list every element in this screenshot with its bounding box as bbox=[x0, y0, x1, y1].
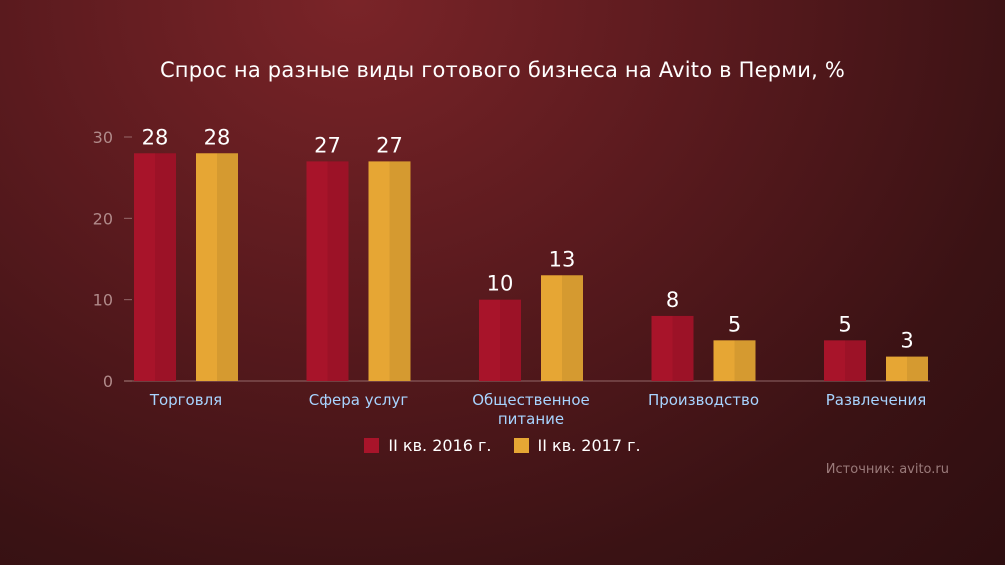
labels-layer: 28 28 Торговля 27 27 Сфера услуг 10 13 Обществен… bbox=[142, 125, 927, 428]
bar bbox=[713, 340, 756, 381]
legend-label-series1: II кв. 2016 г. bbox=[388, 436, 492, 455]
y-tick-label: 20 bbox=[93, 209, 113, 228]
legend-item-series2: II кв. 2017 г. bbox=[513, 436, 641, 455]
bar-value-label: 10 bbox=[487, 272, 514, 296]
bar-shade bbox=[845, 340, 866, 381]
bar-value-label: 28 bbox=[204, 125, 231, 149]
y-tick-label: 30 bbox=[93, 128, 113, 147]
bar-value-label: 27 bbox=[376, 133, 403, 157]
category-label: питание bbox=[498, 410, 564, 428]
bar-value-label: 27 bbox=[314, 133, 341, 157]
category-label: Производство bbox=[648, 391, 759, 409]
bar-shade bbox=[734, 340, 756, 381]
bar-shade bbox=[562, 275, 583, 381]
bar-value-label: 8 bbox=[666, 288, 679, 312]
bar-value-label: 13 bbox=[549, 247, 576, 271]
bar-shade bbox=[327, 161, 349, 381]
source-note: Источник: avito.ru bbox=[825, 462, 949, 477]
bar bbox=[306, 161, 349, 381]
bar-shade bbox=[907, 356, 928, 381]
bar-shade bbox=[389, 161, 411, 381]
legend-swatch-series2 bbox=[513, 438, 529, 453]
category-label: Общественное bbox=[472, 391, 590, 409]
chart-title: Спрос на разные виды готового бизнеса на… bbox=[159, 58, 846, 82]
y-tick-label: 0 bbox=[103, 372, 113, 391]
bar bbox=[886, 356, 928, 381]
axis-layer: 0 10 20 30 bbox=[93, 128, 930, 391]
y-tick-label: 10 bbox=[93, 291, 113, 310]
bar bbox=[651, 315, 694, 381]
bar bbox=[134, 153, 176, 381]
category-label: Сфера услуг bbox=[309, 391, 409, 409]
bar bbox=[196, 153, 238, 381]
legend-label-series2: II кв. 2017 г. bbox=[537, 436, 641, 455]
bar-shade bbox=[672, 315, 694, 381]
bar-value-label: 28 bbox=[142, 125, 169, 149]
legend: II кв. 2016 г. II кв. 2017 г. bbox=[0, 436, 1005, 455]
bar-value-label: 3 bbox=[900, 329, 913, 353]
bar-shade bbox=[217, 153, 238, 381]
bars-layer bbox=[134, 153, 928, 381]
legend-item-series1: II кв. 2016 г. bbox=[364, 436, 492, 455]
bar-value-label: 5 bbox=[838, 312, 851, 336]
category-label: Торговля bbox=[149, 391, 222, 409]
bar bbox=[479, 299, 521, 381]
bar bbox=[541, 275, 583, 381]
legend-swatch-series1 bbox=[364, 438, 380, 453]
category-label: Развлечения bbox=[826, 391, 927, 409]
bar-value-label: 5 bbox=[728, 312, 741, 336]
bar bbox=[824, 340, 866, 381]
bar-shade bbox=[155, 153, 176, 381]
bar bbox=[368, 161, 411, 381]
bar-shade bbox=[500, 299, 521, 381]
